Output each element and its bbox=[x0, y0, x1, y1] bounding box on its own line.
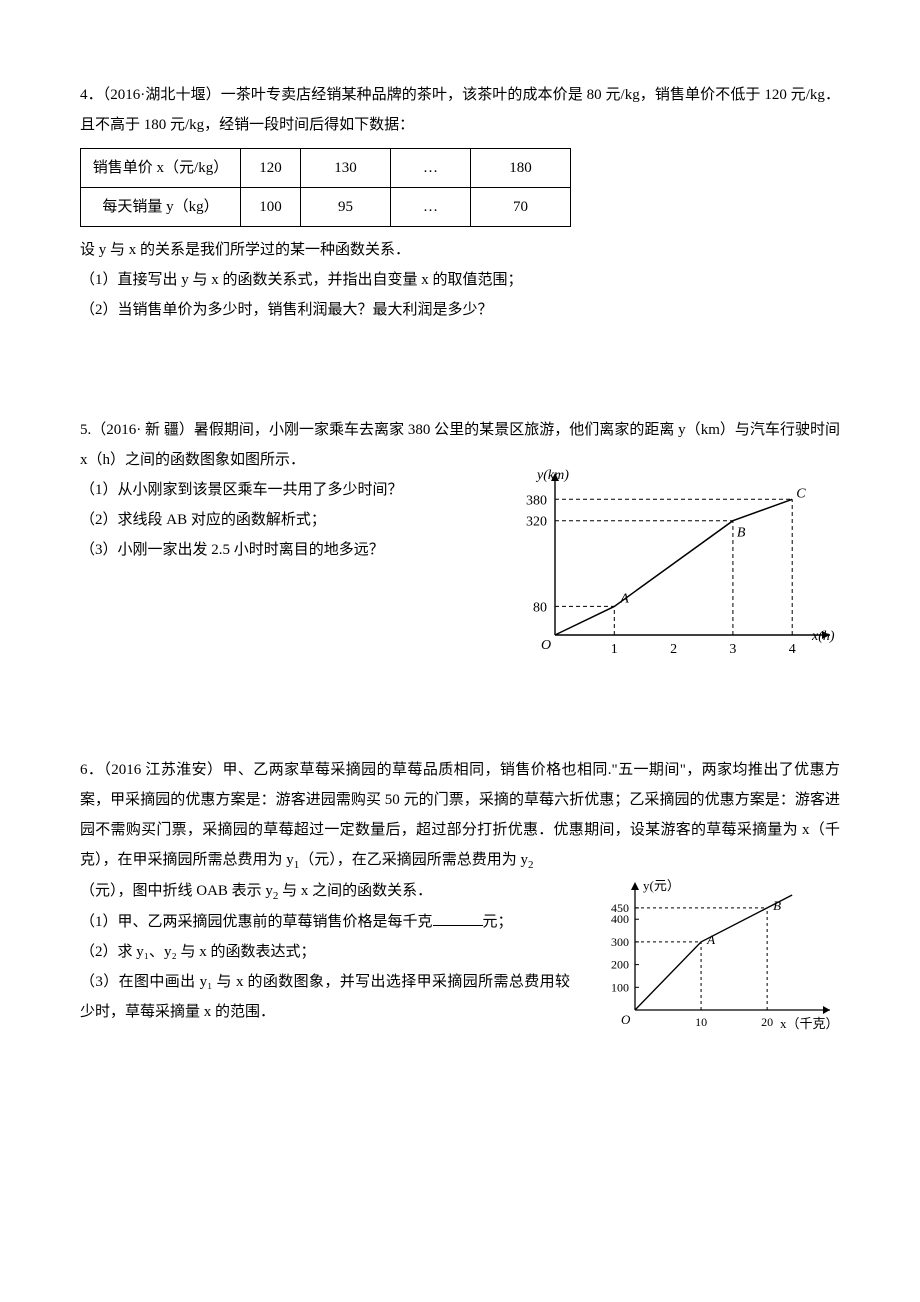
svg-text:100: 100 bbox=[611, 980, 629, 994]
cell: … bbox=[391, 149, 471, 188]
svg-text:y(元）: y(元） bbox=[643, 878, 680, 893]
problem-5: 5.（2016· 新 疆）暑假期间，小刚一家乘车去离家 380 公里的某景区旅游… bbox=[80, 415, 840, 665]
table-row: 每天销量 y（kg） 100 95 … 70 bbox=[81, 188, 571, 227]
fill-blank bbox=[433, 911, 483, 926]
p6-intro-b: （元），图中折线 OAB 表示 y2 与 x 之间的函数关系． bbox=[80, 876, 570, 907]
p4-line2: 设 y 与 x 的关系是我们所学过的某一种函数关系． bbox=[80, 235, 840, 265]
p5-row: （1）从小刚家到该景区乘车一共用了多少时间？ （2）求线段 AB 对应的函数解析… bbox=[80, 475, 840, 665]
text: （1）甲、乙两采摘园优惠前的草莓销售价格是每千克 bbox=[80, 914, 433, 930]
svg-text:20: 20 bbox=[761, 1015, 773, 1029]
problem-6: 6．（2016 江苏淮安）甲、乙两家草莓采摘园的草莓品质相同，销售价格也相同."… bbox=[80, 755, 840, 1036]
svg-text:A: A bbox=[619, 591, 629, 606]
p6-q1: （1）甲、乙两采摘园优惠前的草莓销售价格是每千克 元； bbox=[80, 907, 570, 937]
p5-text: （1）从小刚家到该景区乘车一共用了多少时间？ （2）求线段 AB 对应的函数解析… bbox=[80, 475, 496, 565]
problem-4: 4．（2016·湖北十堰）一茶叶专卖店经销某种品牌的茶叶，该茶叶的成本价是 80… bbox=[80, 80, 840, 325]
cell: 130 bbox=[301, 149, 391, 188]
p6-intro: 6．（2016 江苏淮安）甲、乙两家草莓采摘园的草莓品质相同，销售价格也相同."… bbox=[80, 755, 840, 876]
text: （元），在乙采摘园所需总费用为 y bbox=[299, 852, 528, 868]
svg-text:A: A bbox=[706, 932, 715, 947]
p4-q2: （2）当销售单价为多少时，销售利润最大？最大利润是多少？ bbox=[80, 295, 840, 325]
svg-text:450: 450 bbox=[611, 901, 629, 915]
svg-text:y(km): y(km) bbox=[535, 468, 569, 483]
svg-text:10: 10 bbox=[695, 1015, 707, 1029]
svg-text:B: B bbox=[737, 526, 746, 541]
svg-text:O: O bbox=[541, 638, 551, 653]
subscript: 2 bbox=[528, 859, 534, 871]
svg-text:3: 3 bbox=[729, 642, 736, 657]
text: 元； bbox=[483, 914, 513, 930]
svg-text:2: 2 bbox=[670, 642, 677, 657]
svg-text:x(h): x(h) bbox=[811, 629, 835, 644]
svg-text:x（千克）: x（千克） bbox=[780, 1016, 839, 1031]
cell: 70 bbox=[471, 188, 571, 227]
table-row: 销售单价 x（元/kg） 120 130 … 180 bbox=[81, 149, 571, 188]
svg-text:4: 4 bbox=[789, 642, 796, 657]
text: 与 x 之间的函数关系． bbox=[278, 883, 432, 899]
svg-text:380: 380 bbox=[526, 493, 547, 508]
svg-text:300: 300 bbox=[611, 935, 629, 949]
p6-q3: （3）在图中画出 y₁ 与 x 的函数图象，并写出选择甲采摘园所需总费用较少时，… bbox=[80, 967, 570, 1027]
svg-text:320: 320 bbox=[526, 515, 547, 530]
cell: 120 bbox=[241, 149, 301, 188]
p4-table: 销售单价 x（元/kg） 120 130 … 180 每天销量 y（kg） 10… bbox=[80, 148, 571, 227]
cell: 销售单价 x（元/kg） bbox=[81, 149, 241, 188]
chart-p5: y(km) x(h) O 1 2 3 4 80 320 380 A B C bbox=[500, 465, 840, 665]
svg-text:B: B bbox=[773, 898, 781, 913]
text: （元），图中折线 OAB 表示 y bbox=[80, 883, 273, 899]
p5-q3: （3）小刚一家出发 2.5 小时时离目的地多远？ bbox=[80, 535, 496, 565]
cell: 95 bbox=[301, 188, 391, 227]
p4-intro: 4．（2016·湖北十堰）一茶叶专卖店经销某种品牌的茶叶，该茶叶的成本价是 80… bbox=[80, 80, 840, 140]
cell: 180 bbox=[471, 149, 571, 188]
cell: … bbox=[391, 188, 471, 227]
p4-q1: （1）直接写出 y 与 x 的函数关系式，并指出自变量 x 的取值范围； bbox=[80, 265, 840, 295]
svg-text:200: 200 bbox=[611, 958, 629, 972]
p6-q2: （2）求 y₁、y₂ 与 x 的函数表达式； bbox=[80, 937, 570, 967]
svg-text:C: C bbox=[796, 486, 806, 501]
cell: 每天销量 y（kg） bbox=[81, 188, 241, 227]
svg-text:O: O bbox=[621, 1012, 631, 1027]
p6-text: （元），图中折线 OAB 表示 y2 与 x 之间的函数关系． （1）甲、乙两采… bbox=[80, 876, 570, 1027]
chart-p6: y(元）x（千克）O1020100200300400450AB bbox=[580, 876, 840, 1036]
p5-q1: （1）从小刚家到该景区乘车一共用了多少时间？ bbox=[80, 475, 496, 505]
p5-q2: （2）求线段 AB 对应的函数解析式； bbox=[80, 505, 496, 535]
p6-row: （元），图中折线 OAB 表示 y2 与 x 之间的函数关系． （1）甲、乙两采… bbox=[80, 876, 840, 1036]
svg-text:1: 1 bbox=[611, 642, 618, 657]
svg-text:80: 80 bbox=[533, 600, 547, 615]
cell: 100 bbox=[241, 188, 301, 227]
